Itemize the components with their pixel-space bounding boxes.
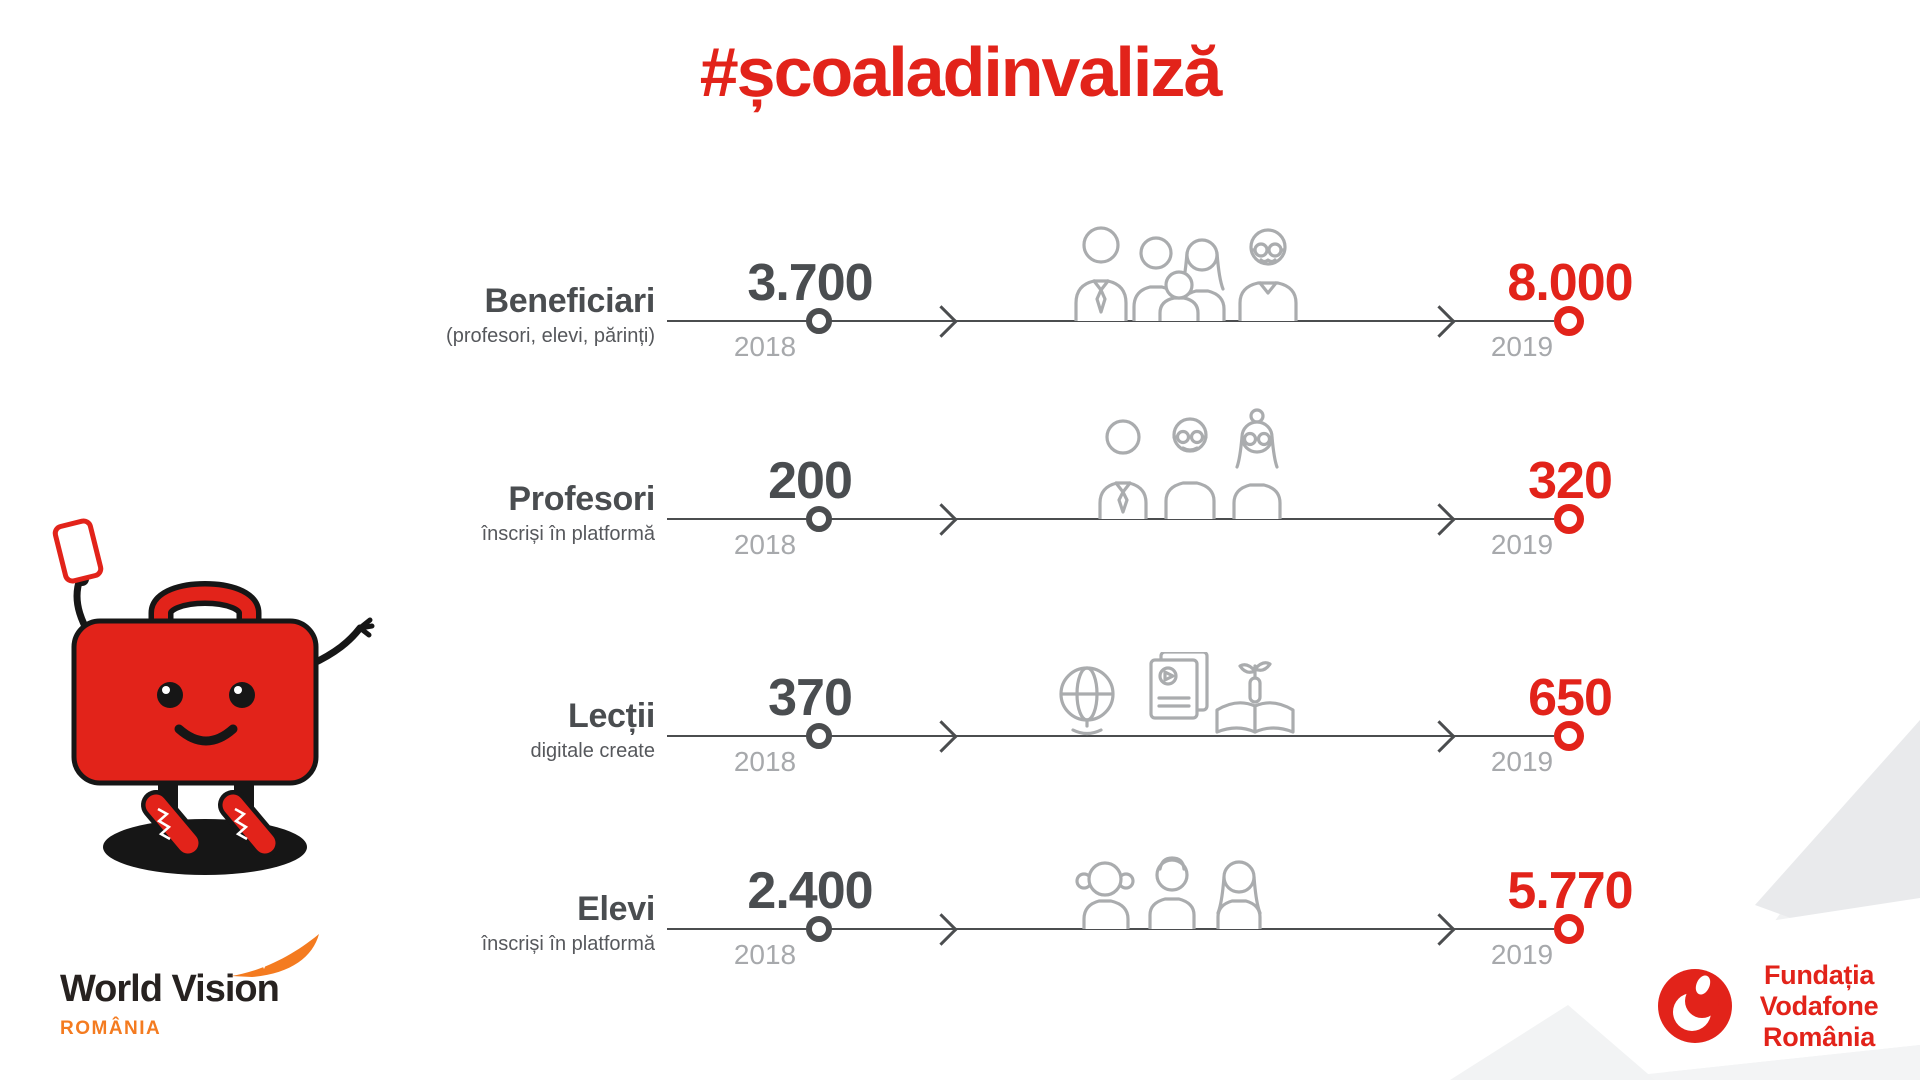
row-label-block: Lecții digitale create: [225, 697, 655, 763]
start-value: 3.700: [747, 254, 873, 312]
timeline-line: [667, 320, 1554, 322]
arrow-right-icon: [925, 503, 958, 536]
vodafone-foundation-text: Fundația Vodafone România: [1748, 960, 1890, 1052]
row-sublabel: digitale create: [530, 740, 655, 763]
start-value: 200: [768, 452, 853, 510]
world-vision-region: ROMÂNIA: [60, 1018, 162, 1039]
start-value: 370: [768, 669, 853, 727]
world-vision-logo: World Vision ROMÂNIA: [60, 934, 390, 1046]
timeline-line: [667, 518, 1554, 520]
digital-lessons-icon: [1055, 652, 1305, 736]
row-sublabel: înscriși în platformă: [481, 523, 655, 546]
row-label-block: Beneficiari (profesori, elevi, părinți): [225, 282, 655, 348]
row-label: Profesori: [508, 480, 655, 518]
end-year: 2019: [1490, 331, 1554, 362]
suitcase-mascot: [52, 518, 375, 875]
world-vision-star-icon: [231, 934, 319, 977]
start-point-ring: [806, 308, 832, 334]
vodafone-foundation-logo: Fundația Vodafone România: [1656, 960, 1890, 1052]
end-year: 2019: [1490, 529, 1554, 560]
family-icon: [1070, 201, 1302, 321]
start-value: 2.400: [747, 862, 873, 920]
end-value: 320: [1528, 452, 1613, 510]
end-value: 5.770: [1507, 862, 1633, 920]
teachers-icon: [1090, 407, 1290, 519]
arrow-right-icon: [925, 720, 958, 753]
end-year: 2019: [1490, 939, 1554, 970]
row-label: Elevi: [577, 890, 655, 928]
end-year: 2019: [1490, 746, 1554, 777]
row-label-block: Profesori înscriși în platformă: [225, 480, 656, 546]
vodafone-speechmark-icon: [1658, 969, 1732, 1044]
row-label: Lecții: [567, 697, 655, 735]
start-year: 2018: [733, 331, 797, 362]
row-label: Beneficiari: [484, 282, 655, 320]
start-year: 2018: [733, 529, 797, 560]
row-sublabel: (profesori, elevi, părinți): [446, 325, 655, 348]
page-title: #școaladinvaliză: [699, 33, 1223, 111]
vodafone-text-line1: Fundația: [1763, 960, 1875, 990]
row-sublabel: înscriși în platformă: [481, 933, 655, 956]
end-point-ring: [1554, 504, 1584, 534]
timeline-line: [667, 928, 1554, 930]
row-label-block: Elevi înscriși în platformă: [225, 890, 656, 956]
start-year: 2018: [733, 939, 797, 970]
end-point-ring: [1554, 914, 1584, 944]
end-point-ring: [1554, 721, 1584, 751]
students-icon: [1072, 847, 1272, 929]
end-value: 650: [1528, 669, 1613, 727]
end-point-ring: [1554, 306, 1584, 336]
start-point-ring: [806, 506, 832, 532]
start-point-ring: [806, 916, 832, 942]
arrow-right-icon: [925, 305, 958, 338]
end-value: 8.000: [1507, 254, 1633, 312]
start-year: 2018: [733, 746, 797, 777]
timeline-line: [667, 735, 1554, 737]
world-vision-wordmark: World Vision: [60, 968, 280, 1010]
vodafone-text-line2: Vodafone: [1759, 990, 1879, 1021]
arrow-right-icon: [925, 913, 958, 946]
vodafone-text-line3: România: [1763, 1021, 1875, 1052]
start-point-ring: [806, 723, 832, 749]
